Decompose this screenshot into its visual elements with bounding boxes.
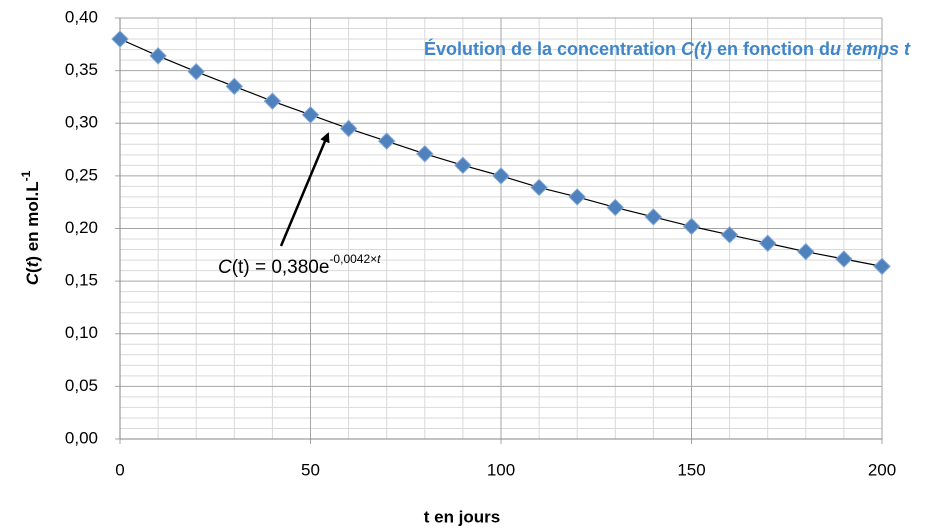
- annotation-part: (t) = 0,380e: [232, 257, 330, 278]
- marker: [149, 47, 167, 65]
- ylabel-part: t: [23, 260, 42, 267]
- y-tick-label: 0,15: [65, 271, 98, 290]
- title-part: u temps t: [830, 39, 911, 59]
- grid: [115, 17, 883, 444]
- y-tick-label: 0,25: [65, 165, 98, 184]
- x-tick-label: 50: [301, 460, 320, 479]
- y-tick-label: 0,35: [65, 60, 98, 79]
- marker: [339, 119, 358, 138]
- annotation-part: -0,0042×: [329, 252, 377, 266]
- marker: [568, 188, 586, 206]
- x-tick-label: 150: [677, 460, 705, 479]
- title-part: en fonction d: [712, 39, 830, 59]
- x-axis-label: t en jours: [424, 507, 501, 526]
- marker: [492, 167, 510, 185]
- marker: [530, 178, 548, 197]
- chart-title: Évolution de la concentration C(t) en fo…: [424, 38, 911, 59]
- marker: [111, 30, 129, 48]
- marker: [682, 217, 701, 236]
- y-tick-label: 0,40: [65, 7, 98, 26]
- marker: [644, 208, 663, 226]
- marker: [301, 106, 320, 124]
- marker: [835, 250, 853, 268]
- y-axis-label: C(t) en mol.L-1: [19, 170, 42, 285]
- ylabel-part: ) en mol.L: [23, 181, 42, 261]
- x-tick-label: 0: [115, 460, 124, 479]
- annotation: C(t) = 0,380e-0,0042×t: [218, 252, 381, 278]
- marker: [225, 77, 244, 96]
- marker: [263, 92, 282, 110]
- marks: [111, 30, 891, 276]
- marker: [720, 226, 739, 244]
- ylabel-part: C: [23, 272, 42, 285]
- marker: [606, 198, 625, 217]
- y-tick-label: 0,05: [65, 376, 98, 395]
- y-tick-label: 0,20: [65, 218, 98, 237]
- title-part: C(t): [681, 39, 712, 59]
- marker: [454, 156, 472, 175]
- y-tick-label: 0,30: [65, 113, 98, 132]
- y-tick-label: 0,10: [65, 323, 98, 342]
- x-tick-label: 200: [868, 460, 896, 479]
- y-tick-label: 0,00: [65, 428, 98, 447]
- marker: [187, 62, 205, 81]
- ylabel-part: -1: [19, 170, 33, 181]
- marker: [797, 242, 815, 261]
- ylabel-part: (: [23, 267, 42, 273]
- annotation-part: C: [218, 257, 232, 278]
- marker: [377, 132, 396, 150]
- x-tick-label: 100: [487, 460, 515, 479]
- title-part: Évolution de la concentration: [424, 38, 681, 59]
- annotation-arrow: [279, 132, 330, 247]
- annotation-part: t: [377, 252, 381, 266]
- marker: [416, 145, 434, 163]
- marker: [873, 257, 891, 276]
- marker: [758, 234, 777, 252]
